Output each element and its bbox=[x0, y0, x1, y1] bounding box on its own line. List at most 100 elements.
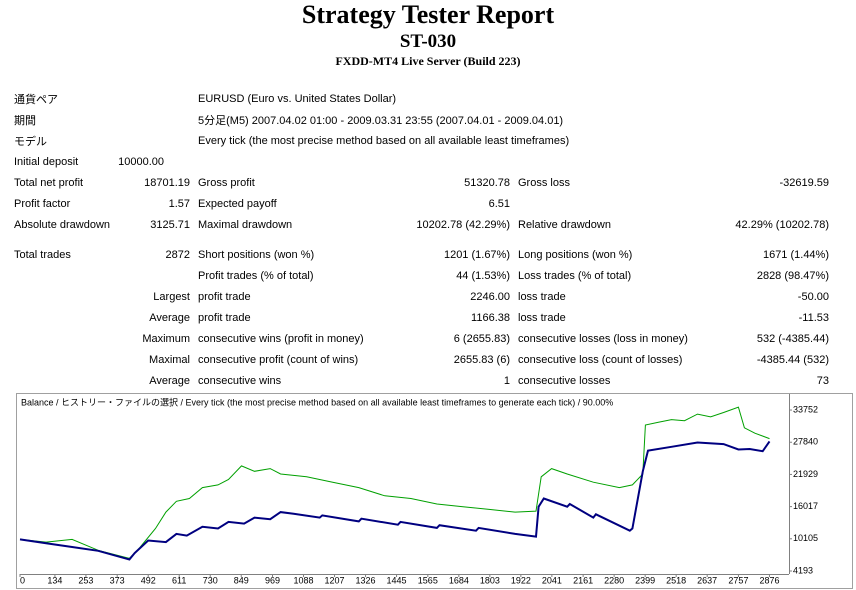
cell: 1166.38 bbox=[471, 311, 510, 324]
chart-title: Balance / ヒストリー・ファイルの選択 / Every tick (th… bbox=[21, 396, 613, 407]
cell: consecutive profit (count of wins) bbox=[198, 353, 359, 366]
report-title: Strategy Tester Report bbox=[301, 0, 555, 29]
x-tick-label: 1326 bbox=[356, 575, 376, 585]
cell: Absolute drawdown bbox=[14, 218, 111, 231]
x-tick-label: 1565 bbox=[418, 575, 438, 585]
cell: 532 (-4385.44) bbox=[756, 332, 829, 345]
x-tick-label: 2757 bbox=[728, 575, 748, 585]
series-line bbox=[19, 406, 770, 559]
cell: 1671 (1.44%) bbox=[762, 248, 829, 261]
cell: Maximal bbox=[149, 353, 190, 366]
cell: profit trade bbox=[198, 290, 251, 303]
cell: Maximal drawdown bbox=[198, 218, 293, 231]
cell: 通貨ペア bbox=[14, 93, 58, 106]
cell: loss trade bbox=[518, 311, 566, 324]
x-tick-label: 969 bbox=[265, 575, 280, 585]
cell: Maximum bbox=[142, 332, 190, 345]
cell: consecutive losses bbox=[518, 374, 611, 387]
cell: 1.57 bbox=[168, 197, 190, 210]
chart-frame bbox=[16, 393, 853, 589]
y-tick-label: 27840 bbox=[793, 437, 818, 447]
cell: EURUSD (Euro vs. United States Dollar) bbox=[198, 92, 397, 105]
cell: 1201 (1.67%) bbox=[443, 248, 510, 261]
cell: 1 bbox=[503, 374, 510, 387]
cell: モデル bbox=[14, 135, 47, 148]
y-tick-label: 4193 bbox=[793, 565, 813, 575]
x-tick-label: 2876 bbox=[759, 575, 779, 585]
cell: Average bbox=[149, 311, 190, 324]
cell: consecutive wins bbox=[198, 374, 282, 387]
cell: 2246.00 bbox=[470, 290, 510, 303]
cell: consecutive loss (count of losses) bbox=[518, 353, 683, 366]
cell: profit trade bbox=[198, 311, 251, 324]
cell: consecutive wins (profit in money) bbox=[198, 332, 364, 345]
cell: 期間 bbox=[14, 114, 36, 127]
x-tick-label: 849 bbox=[234, 575, 249, 585]
x-tick-label: 253 bbox=[78, 575, 93, 585]
x-tick-label: 492 bbox=[141, 575, 156, 585]
report-name: ST-030 bbox=[399, 31, 457, 52]
cell: 18701.19 bbox=[144, 176, 190, 189]
x-tick-label: 1207 bbox=[325, 575, 345, 585]
cell: Gross loss bbox=[518, 176, 570, 189]
cell: Loss trades (% of total) bbox=[518, 269, 632, 282]
x-tick-label: 0 bbox=[20, 575, 25, 585]
x-tick-label: 1088 bbox=[294, 575, 314, 585]
x-tick-label: 1803 bbox=[480, 575, 500, 585]
cell: Gross profit bbox=[198, 176, 255, 189]
cell: Long positions (won %) bbox=[518, 248, 633, 261]
x-tick-label: 2518 bbox=[666, 575, 686, 585]
cell: loss trade bbox=[518, 290, 566, 303]
cell: 42.29% (10202.78) bbox=[735, 218, 829, 231]
summary-table: 通貨ペア EURUSD (Euro vs. United States Dolla… bbox=[14, 88, 831, 391]
cell: Relative drawdown bbox=[518, 218, 611, 231]
cell: 10000.00 bbox=[118, 155, 164, 168]
cell: Profit factor bbox=[14, 197, 71, 210]
cell: Average bbox=[149, 374, 190, 387]
cell: Initial deposit bbox=[14, 155, 79, 168]
cell: Every tick (the most precise method base… bbox=[198, 134, 570, 147]
cell: -11.53 bbox=[798, 311, 829, 324]
cell: Largest bbox=[153, 290, 190, 303]
x-tick-label: 1922 bbox=[511, 575, 531, 585]
server-name: FXDD-MT4 Live Server (Build 223) bbox=[335, 54, 521, 68]
x-tick-label: 730 bbox=[203, 575, 218, 585]
y-tick-label: 33752 bbox=[793, 404, 818, 414]
cell: 2872 bbox=[165, 248, 190, 261]
cell: consecutive losses (loss in money) bbox=[518, 332, 688, 345]
cell: 44 (1.53%) bbox=[456, 269, 510, 282]
cell: 3125.71 bbox=[150, 218, 190, 231]
cell: Expected payoff bbox=[198, 197, 277, 210]
cell: -4385.44 (532) bbox=[756, 353, 829, 366]
cell: Profit trades (% of total) bbox=[198, 269, 314, 282]
x-tick-label: 2041 bbox=[542, 575, 562, 585]
y-tick-label: 21929 bbox=[793, 469, 818, 479]
x-tick-label: 2280 bbox=[604, 575, 624, 585]
x-tick-label: 2161 bbox=[573, 575, 593, 585]
cell: 5分足(M5) 2007.04.02 01:00 - 2009.03.31 23… bbox=[198, 114, 564, 127]
series-line bbox=[19, 440, 771, 561]
cell: 2655.83 (6) bbox=[453, 353, 510, 366]
x-tick-label: 611 bbox=[172, 575, 186, 585]
y-tick-label: 16017 bbox=[793, 501, 818, 511]
y-tick-label: 10105 bbox=[793, 533, 818, 543]
x-tick-label: 1684 bbox=[449, 575, 469, 585]
cell: 51320.78 bbox=[464, 176, 510, 189]
cell: Total net profit bbox=[14, 176, 84, 189]
x-tick-label: 2399 bbox=[635, 575, 655, 585]
cell: Total trades bbox=[14, 248, 71, 261]
x-tick-label: 2637 bbox=[697, 575, 717, 585]
cell: 6 (2655.83) bbox=[453, 332, 510, 345]
cell: 73 bbox=[816, 374, 829, 387]
x-tick-label: 1445 bbox=[387, 575, 407, 585]
cell: -50.00 bbox=[797, 290, 829, 303]
x-tick-label: 373 bbox=[110, 575, 125, 585]
cell: -32619.59 bbox=[779, 176, 829, 189]
cell: Short positions (won %) bbox=[198, 248, 315, 261]
cell: 2828 (98.47%) bbox=[756, 269, 829, 282]
x-tick-label: 134 bbox=[47, 575, 62, 585]
cell: 6.51 bbox=[488, 197, 510, 210]
cell: 10202.78 (42.29%) bbox=[416, 218, 510, 231]
